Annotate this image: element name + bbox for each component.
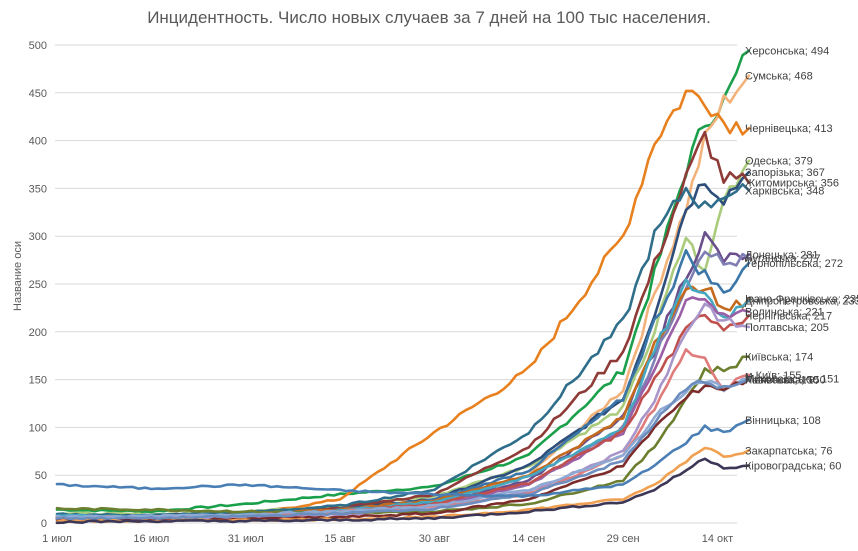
series-end-label: Івано-Франківська; 235 <box>745 293 858 305</box>
series-end-label: Сумська; 468 <box>745 71 813 83</box>
series-end-label: Миколаївська; 151 <box>745 374 839 386</box>
series-end-label: Київська; 174 <box>745 352 813 364</box>
x-tick-label: 16 июл <box>133 533 169 545</box>
series-end-label: Чернігівська; 217 <box>745 311 832 323</box>
series-line <box>55 278 751 518</box>
x-tick-label: 1 июл <box>42 533 72 545</box>
series-end-label: Рівненська; 150 <box>745 375 826 387</box>
series-end-label: Житомирська; 356 <box>745 178 839 190</box>
series-end-label: Волинська; 221 <box>745 307 824 319</box>
series-end-label: Запорізька; 367 <box>745 167 825 179</box>
y-tick-label: 250 <box>29 279 47 291</box>
y-tick-label: 450 <box>29 88 47 100</box>
series-end-label: Херсонська; 494 <box>745 46 829 58</box>
series-end-label: Луганська; 277 <box>745 253 821 265</box>
series-end-label: Чернівецька; 413 <box>745 123 833 135</box>
y-tick-label: 50 <box>35 470 47 482</box>
series-line <box>55 378 751 521</box>
series-end-label: Закарпатська; 76 <box>745 445 833 457</box>
x-tick-label: 31 июл <box>228 533 264 545</box>
y-tick-label: 150 <box>29 375 47 387</box>
series-line <box>55 377 751 519</box>
x-tick-label: 14 сен <box>512 533 545 545</box>
series-line <box>55 49 751 514</box>
series-end-label: Полтавська; 205 <box>745 322 829 334</box>
x-tick-label: 15 авг <box>324 533 355 545</box>
y-tick-label: 300 <box>29 231 47 243</box>
series-line <box>55 74 751 519</box>
y-tick-label: 500 <box>29 40 47 52</box>
series-end-label: Дніпропетровська; 233 <box>745 295 858 307</box>
series-line <box>55 418 751 499</box>
series-end-label: Тернопільська; 272 <box>745 258 843 270</box>
x-tick-label: 29 сен <box>607 533 640 545</box>
y-tick-label: 350 <box>29 183 47 195</box>
y-tick-label: 400 <box>29 136 47 148</box>
y-tick-label: 100 <box>29 422 47 434</box>
series-line <box>55 296 751 522</box>
series-end-label: Донецька; 281 <box>745 249 819 261</box>
x-tick-label: 30 авг <box>419 533 450 545</box>
y-tick-label: 200 <box>29 327 47 339</box>
chart-title: Инцидентность. Число новых случаев за 7 … <box>147 8 711 27</box>
series-end-label: м.Київ; 155 <box>745 370 802 382</box>
series-end-label: Вінницька; 108 <box>745 415 821 427</box>
series-end-label: Кіровоградська; 60 <box>745 461 841 473</box>
series-end-label: Львівська; 150 <box>745 375 819 387</box>
y-tick-label: 0 <box>41 518 47 530</box>
series-line <box>55 457 751 525</box>
series-end-label: Одеська; 379 <box>745 156 813 168</box>
x-tick-label: 14 окт <box>702 533 733 545</box>
series-end-label: Харківська; 348 <box>745 185 824 197</box>
